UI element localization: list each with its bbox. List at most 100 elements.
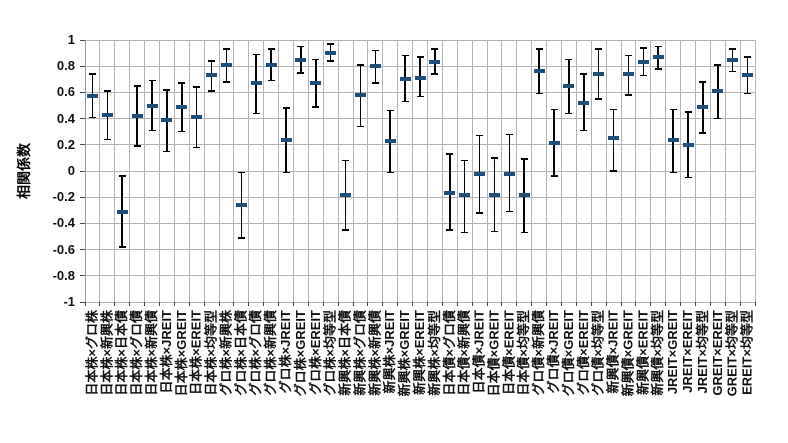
x-category-label: 新興株×均等型 <box>426 310 442 396</box>
gridline-v <box>709 40 711 302</box>
x-tick <box>144 302 146 306</box>
error-bar-cap-bottom <box>520 231 528 234</box>
x-tick <box>501 302 503 306</box>
error-bar-cap-bottom <box>178 130 186 133</box>
x-category-label: 新興債×GREIT <box>620 310 636 397</box>
gridline-v <box>173 40 175 302</box>
x-tick <box>352 302 354 306</box>
x-category-label: グロ株×日本債 <box>233 310 249 396</box>
gridline-v <box>188 40 190 302</box>
x-category-label: グロ株×新興株 <box>218 310 234 396</box>
gridline-v <box>694 40 696 302</box>
mean-marker <box>310 81 322 86</box>
gridline-v <box>292 40 294 302</box>
mean-marker <box>563 83 575 88</box>
error-bar-cap-top <box>163 89 171 91</box>
error-bar-cap-top <box>476 134 484 137</box>
y-tick <box>80 39 85 41</box>
error-bar-cap-bottom <box>505 210 513 213</box>
x-tick <box>605 302 607 306</box>
x-tick <box>233 302 235 306</box>
x-tick <box>680 302 682 306</box>
x-category-label: 日本株×新興債 <box>144 310 159 396</box>
mean-marker <box>533 69 545 74</box>
x-tick <box>650 302 652 306</box>
error-bar-cap-top <box>371 49 379 52</box>
error-bar-cap-bottom <box>431 73 439 75</box>
gridline-v <box>501 40 503 302</box>
mean-marker <box>280 137 292 142</box>
gridline-v <box>575 40 577 302</box>
mean-marker <box>191 115 203 120</box>
x-tick <box>635 302 637 306</box>
gridline-v <box>114 40 116 302</box>
x-category-label: 新興株×日本債 <box>337 310 353 396</box>
error-bar-cap-bottom <box>714 117 722 120</box>
error-bar-cap-top <box>490 157 498 159</box>
y-tick <box>80 249 85 251</box>
error-bar-cap-bottom <box>476 212 484 214</box>
x-category-label: GREIT×EREIT <box>709 310 725 396</box>
mean-marker <box>354 93 366 98</box>
error-bar-cap-top <box>386 109 394 112</box>
error-bar-cap-top <box>535 48 543 50</box>
x-tick <box>531 302 533 306</box>
mean-marker <box>429 60 441 65</box>
gridline-v <box>337 40 339 302</box>
x-category-label: グロ株×GREIT <box>292 310 308 397</box>
mean-marker <box>682 142 694 147</box>
mean-marker <box>325 51 337 56</box>
gridline-v <box>218 40 220 302</box>
x-tick <box>188 302 190 306</box>
mean-marker <box>414 75 426 80</box>
mean-marker <box>474 171 486 176</box>
x-category-label: グロ株×新興債 <box>263 310 279 396</box>
error-bar-cap-bottom <box>386 171 394 174</box>
mean-marker <box>131 113 143 118</box>
error-bar-cap-top <box>744 56 752 58</box>
x-category-label: 新興債×均等型 <box>650 310 666 396</box>
gridline-v <box>590 40 592 302</box>
x-category-label: 日本債×EREIT <box>501 310 517 395</box>
error-bar-cap-top <box>342 159 350 162</box>
error-bar-cap-bottom <box>669 171 677 174</box>
error-bar-cap-top <box>699 81 707 83</box>
error-bar-cap-bottom <box>595 98 603 100</box>
error-bar-cap-top <box>237 171 245 174</box>
mean-marker <box>206 73 218 78</box>
gridline-v <box>754 40 756 302</box>
mean-marker <box>637 60 649 65</box>
error-bar-cap-bottom <box>744 92 752 95</box>
gridline-h <box>85 144 755 146</box>
x-tick <box>218 302 220 306</box>
x-tick <box>665 302 667 306</box>
gridline-h <box>85 249 755 251</box>
x-tick <box>158 302 160 306</box>
gridline-v <box>441 40 443 302</box>
error-bar-cap-bottom <box>461 231 469 234</box>
x-tick <box>694 302 696 306</box>
x-category-label: グロ債×JREIT <box>546 310 561 394</box>
x-tick <box>84 302 86 306</box>
gridline-v <box>560 40 562 302</box>
mean-marker <box>116 209 128 214</box>
error-bar-cap-bottom <box>580 129 588 132</box>
x-category-label: 日本株×グロ債 <box>129 310 145 396</box>
error-bar-cap-top <box>282 107 290 109</box>
gridline-h <box>85 222 755 224</box>
y-tick-label: 0.6 <box>56 84 75 100</box>
x-tick <box>412 302 414 306</box>
gridline-v <box>397 40 399 302</box>
x-category-label: 日本株×JREIT <box>158 310 174 394</box>
mean-marker <box>86 94 98 99</box>
x-tick <box>441 302 443 306</box>
mean-marker <box>399 77 411 82</box>
x-tick <box>173 302 175 306</box>
mean-marker <box>265 62 277 67</box>
y-tick <box>80 118 85 120</box>
error-bar-cap-top <box>148 79 156 82</box>
gridline-h <box>85 170 755 172</box>
x-tick <box>471 302 473 306</box>
error-bar-cap-top <box>654 45 662 48</box>
